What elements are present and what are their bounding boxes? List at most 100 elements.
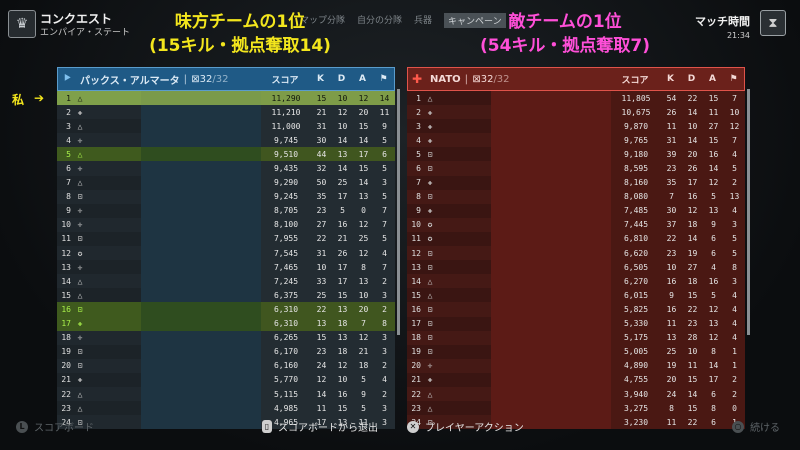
player-row[interactable]: 17 ⊡ 5,330 11 23 13 4 — [407, 316, 745, 331]
score-cell: 8,100 — [273, 220, 299, 230]
player-row[interactable]: 3 ✚ 9,870 11 10 27 12 — [407, 119, 745, 134]
player-row[interactable]: 21 ✚ 5,770 12 10 5 4 — [57, 372, 395, 387]
player-stats: 11,000 31 10 15 9 — [261, 119, 395, 134]
player-row[interactable]: 5 ⊡ 9,180 39 20 16 4 — [407, 147, 745, 162]
player-row[interactable]: 11 ✪ 6,810 22 14 6 5 — [407, 231, 745, 247]
hourglass-icon: ⧗ — [760, 10, 786, 36]
player-row[interactable]: 15 △ 6,015 9 15 5 4 — [407, 288, 745, 303]
player-name-bar — [141, 203, 261, 218]
player-row[interactable]: 19 ⊡ 5,005 25 10 8 1 — [407, 344, 745, 359]
player-row[interactable]: 22 △ 3,940 24 14 6 2 — [407, 386, 745, 402]
player-name-bar — [491, 372, 611, 387]
rank: 13 — [61, 262, 71, 272]
player-row[interactable]: 6 ⊡ 8,595 23 26 14 5 — [407, 161, 745, 176]
player-row[interactable]: 18 ⊡ 5,175 13 28 12 4 — [407, 330, 745, 345]
player-row[interactable]: 9 ✚ 7,485 30 12 13 4 — [407, 203, 745, 218]
friendly-player-count: ⊠32/32 — [191, 74, 228, 85]
player-row[interactable]: 10 ✪ 7,445 37 18 9 3 — [407, 217, 745, 232]
kills-cell: 26 — [666, 107, 677, 117]
player-row[interactable]: 14 △ 6,270 16 18 16 3 — [407, 274, 745, 289]
player-row[interactable]: 15 △ 6,375 25 15 10 3 — [57, 288, 395, 303]
player-row[interactable]: 21 ✚ 4,755 20 15 17 2 — [407, 372, 745, 387]
flags-cell: 2 — [382, 304, 387, 314]
kills-cell: 23 — [316, 206, 327, 216]
tab-map-squad[interactable]: マップ分隊 — [300, 16, 346, 26]
player-row[interactable]: 16 ⊡ 5,825 16 22 12 4 — [407, 302, 745, 317]
flags-cell: 4 — [732, 290, 737, 300]
player-row[interactable]: 10 ✛ 8,100 27 16 12 7 — [57, 217, 395, 232]
player-action-button[interactable]: ✕ プレイヤーアクション — [407, 419, 524, 434]
score-cell: 4,890 — [623, 361, 649, 371]
rank: 20 — [61, 361, 71, 371]
tab-my-squad[interactable]: 自分の分隊 — [357, 16, 403, 26]
score-cell: 6,810 — [623, 234, 649, 244]
flags-cell: 3 — [732, 276, 737, 286]
friendly-scrollbar[interactable] — [397, 89, 400, 335]
deaths-cell: 12 — [337, 361, 348, 371]
class-icon: △ — [427, 389, 433, 399]
player-row[interactable]: 4 ✛ 9,745 30 14 14 5 — [57, 133, 395, 148]
kills-cell: 33 — [316, 276, 327, 286]
player-row[interactable]: 17 ✚ 6,310 13 18 7 8 — [57, 316, 395, 331]
player-row[interactable]: 12 ⊡ 6,620 23 19 6 5 — [407, 246, 745, 261]
flags-cell: 7 — [732, 93, 737, 103]
friendly-column-headers: スコア K D A ⚑ — [260, 68, 394, 90]
class-icon: △ — [77, 276, 83, 286]
tab-weapons[interactable]: 兵器 — [414, 16, 433, 26]
player-row[interactable]: 2 ✚ 10,675 26 14 11 10 — [407, 105, 745, 120]
rank: 2 — [66, 107, 71, 117]
player-row[interactable]: 20 ⊡ 6,160 24 12 18 2 — [57, 358, 395, 373]
score-cell: 8,160 — [623, 178, 649, 188]
player-row[interactable]: 16 ⊡ 6,310 22 13 20 2 — [57, 302, 395, 317]
player-row[interactable]: 3 △ 11,000 31 10 15 9 — [57, 119, 395, 134]
player-row[interactable]: 7 ✚ 8,160 35 17 12 2 — [407, 175, 745, 190]
player-row-me[interactable]: 1 △ 11,290 15 10 12 14 — [57, 91, 395, 106]
player-row[interactable]: 13 ⊡ 6,505 10 27 4 8 — [407, 260, 745, 275]
player-row[interactable]: 19 ⊡ 6,170 23 18 21 3 — [57, 344, 395, 359]
player-row[interactable]: 14 △ 7,245 33 17 13 2 — [57, 274, 395, 289]
flags-cell: 2 — [382, 276, 387, 286]
col-deaths: D — [337, 74, 346, 84]
friendly-annotation-line2: (15キル・拠点奪取14) — [149, 36, 331, 56]
player-row[interactable]: 23 △ 3,275 8 15 8 0 — [407, 401, 745, 416]
player-row[interactable]: 11 ⊡ 7,955 22 21 25 5 — [57, 231, 395, 247]
player-row[interactable]: 22 △ 5,115 14 16 9 2 — [57, 386, 395, 402]
rank: 11 — [61, 234, 71, 244]
deaths-cell: 14 — [337, 164, 348, 174]
assists-cell: 13 — [358, 192, 369, 202]
tab-campaign[interactable]: キャンペーン — [444, 13, 506, 28]
player-row[interactable]: 18 ✛ 6,265 15 13 12 3 — [57, 330, 395, 345]
deaths-cell: 5 — [340, 206, 345, 216]
flags-cell: 3 — [382, 178, 387, 188]
player-name-bar — [141, 91, 261, 106]
player-row[interactable]: 9 ✛ 8,705 23 5 0 7 — [57, 203, 395, 218]
assists-cell: 12 — [708, 333, 719, 343]
circle-button-icon: ○ — [732, 420, 744, 433]
player-name-bar — [141, 386, 261, 402]
player-row[interactable]: 24 ⊡ 4,965 17 13 11 3 — [57, 415, 395, 430]
player-row[interactable]: 8 ⊡ 9,245 35 17 13 5 — [57, 189, 395, 204]
player-row[interactable]: 8 ⊡ 8,080 7 16 5 13 — [407, 189, 745, 204]
player-row[interactable]: 1 △ 11,805 54 22 15 7 — [407, 91, 745, 106]
enemy-scrollbar[interactable] — [747, 89, 750, 335]
rank: 17 — [411, 319, 421, 329]
player-row[interactable]: 2 ✚ 11,210 21 12 20 11 — [57, 105, 395, 120]
class-icon: △ — [427, 276, 433, 286]
player-stats: 9,745 30 14 14 5 — [261, 133, 395, 148]
assists-cell: 16 — [708, 149, 719, 159]
deaths-cell: 17 — [337, 192, 348, 202]
player-row[interactable]: 20 ✛ 4,890 19 11 14 1 — [407, 358, 745, 373]
player-row[interactable]: 13 ✛ 7,465 10 17 8 7 — [57, 260, 395, 275]
player-row[interactable]: 24⊡3,230112261 — [407, 415, 745, 430]
continue-button[interactable]: ○ 続ける — [732, 419, 780, 434]
exit-scoreboard-button[interactable]: ▯ スコアボードから退出 — [262, 419, 378, 434]
player-row[interactable]: 6 ✛ 9,435 32 14 15 5 — [57, 161, 395, 176]
player-row[interactable]: 4 ✚ 9,765 31 14 15 7 — [407, 133, 745, 148]
deaths-cell: 10 — [337, 121, 348, 131]
player-row[interactable]: 7 △ 9,290 50 25 14 3 — [57, 175, 395, 190]
player-row[interactable]: 12 ✪ 7,545 31 26 12 4 — [57, 246, 395, 261]
score-cell: 9,290 — [273, 178, 299, 188]
player-row[interactable]: 5 △ 9,510 44 13 17 6 — [57, 147, 395, 162]
kills-cell: 24 — [666, 389, 677, 399]
player-row[interactable]: 23 △ 4,985 11 15 5 3 — [57, 401, 395, 416]
